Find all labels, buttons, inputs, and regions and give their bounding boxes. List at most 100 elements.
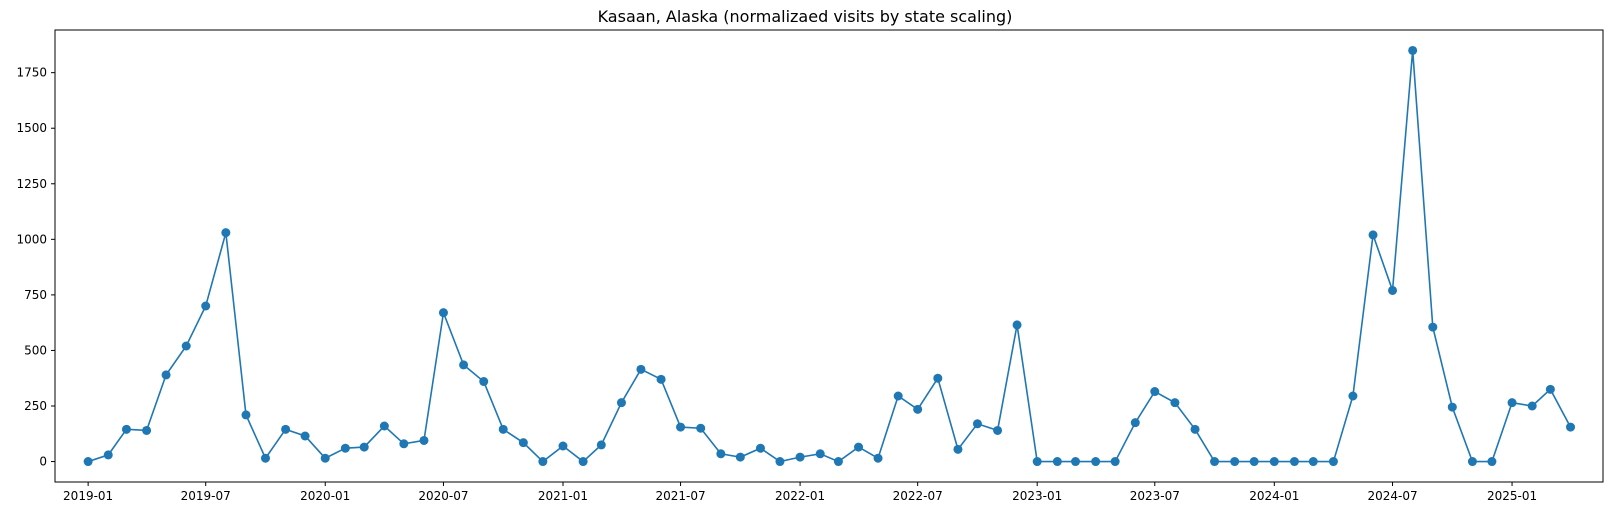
data-point xyxy=(873,453,883,463)
data-point xyxy=(142,425,152,435)
data-point xyxy=(538,457,548,467)
data-point xyxy=(1110,457,1120,467)
data-point xyxy=(696,423,706,433)
data-point xyxy=(1269,457,1279,467)
data-point xyxy=(1428,322,1438,332)
data-point xyxy=(1091,457,1101,467)
data-point xyxy=(518,438,528,448)
data-point xyxy=(479,377,489,387)
y-tick-label: 1250 xyxy=(16,177,47,191)
data-point xyxy=(1230,457,1240,467)
data-point xyxy=(1507,398,1517,408)
data-point xyxy=(596,440,606,450)
data-point xyxy=(1052,457,1062,467)
plot-frame xyxy=(54,29,1604,483)
data-point xyxy=(121,424,131,434)
x-tick-label: 2022-07 xyxy=(893,489,943,503)
data-point xyxy=(281,424,291,434)
data-point xyxy=(1289,457,1299,467)
data-point xyxy=(1527,401,1537,411)
data-point xyxy=(300,431,310,441)
data-point xyxy=(498,424,508,434)
y-tick-label: 500 xyxy=(24,343,47,357)
data-point xyxy=(716,449,726,459)
data-point xyxy=(913,404,923,414)
data-point xyxy=(1467,457,1477,467)
data-point xyxy=(616,398,626,408)
data-point xyxy=(775,457,785,467)
x-tick-label: 2020-07 xyxy=(418,489,468,503)
y-tick-label: 1750 xyxy=(16,66,47,80)
data-point xyxy=(953,444,963,454)
data-point xyxy=(1487,457,1497,467)
data-point xyxy=(1012,320,1022,330)
data-point xyxy=(83,457,93,467)
data-point xyxy=(419,435,429,445)
data-point xyxy=(1130,418,1140,428)
data-point xyxy=(1408,45,1418,55)
data-point xyxy=(833,457,843,467)
data-point xyxy=(359,442,369,452)
x-tick-label: 2019-01 xyxy=(63,489,113,503)
data-point xyxy=(1170,398,1180,408)
data-point xyxy=(241,410,251,420)
data-point xyxy=(161,370,171,380)
data-point xyxy=(221,228,231,238)
x-tick-label: 2024-01 xyxy=(1249,489,1299,503)
data-point xyxy=(1545,384,1555,394)
x-tick-label: 2024-07 xyxy=(1367,489,1417,503)
y-tick-label: 1500 xyxy=(16,121,47,135)
data-point xyxy=(972,419,982,429)
data-point xyxy=(1249,457,1259,467)
data-point xyxy=(893,391,903,401)
data-point xyxy=(1308,457,1318,467)
data-point xyxy=(340,443,350,453)
data-point xyxy=(379,421,389,431)
series-line xyxy=(87,50,1572,463)
chart-title: Kasaan, Alaska (normalizaed visits by st… xyxy=(598,7,1013,26)
data-point xyxy=(1368,230,1378,240)
data-point xyxy=(438,308,448,318)
data-point xyxy=(103,450,113,460)
data-point xyxy=(795,452,805,462)
data-point xyxy=(815,449,825,459)
data-point xyxy=(459,360,469,370)
data-point xyxy=(1032,457,1042,467)
data-point xyxy=(320,453,330,463)
y-tick-label: 250 xyxy=(24,399,47,413)
plot-area xyxy=(83,45,1576,467)
data-point xyxy=(181,341,191,351)
data-point xyxy=(1348,391,1358,401)
data-point xyxy=(399,439,409,449)
data-point xyxy=(755,443,765,453)
x-tick-label: 2025-01 xyxy=(1487,489,1537,503)
data-point xyxy=(1566,422,1576,432)
data-point xyxy=(1190,424,1200,434)
x-tick-label: 2019-07 xyxy=(181,489,231,503)
data-point xyxy=(1210,457,1220,467)
data-point xyxy=(1071,457,1081,467)
x-tick-label: 2021-01 xyxy=(538,489,588,503)
x-tick-label: 2023-07 xyxy=(1130,489,1180,503)
data-point xyxy=(578,457,588,467)
x-tick-label: 2022-01 xyxy=(775,489,825,503)
data-point xyxy=(1447,402,1457,412)
data-point xyxy=(854,442,864,452)
data-point xyxy=(260,453,270,463)
data-point xyxy=(933,373,943,383)
ticks: 2019-01 2019-07 2020-01 2020-07 2021-01 2021-… xyxy=(16,66,1537,503)
axes xyxy=(54,29,1604,483)
y-tick-label: 750 xyxy=(24,288,47,302)
data-point xyxy=(1388,285,1398,295)
x-tick-label: 2020-01 xyxy=(300,489,350,503)
data-point xyxy=(558,441,568,451)
y-tick-label: 0 xyxy=(39,455,47,469)
data-point xyxy=(1328,457,1338,467)
data-point xyxy=(735,452,745,462)
data-point xyxy=(1150,387,1160,397)
data-point xyxy=(201,301,211,311)
y-tick-label: 1000 xyxy=(16,232,47,246)
data-point xyxy=(676,422,686,432)
data-point xyxy=(656,374,666,384)
